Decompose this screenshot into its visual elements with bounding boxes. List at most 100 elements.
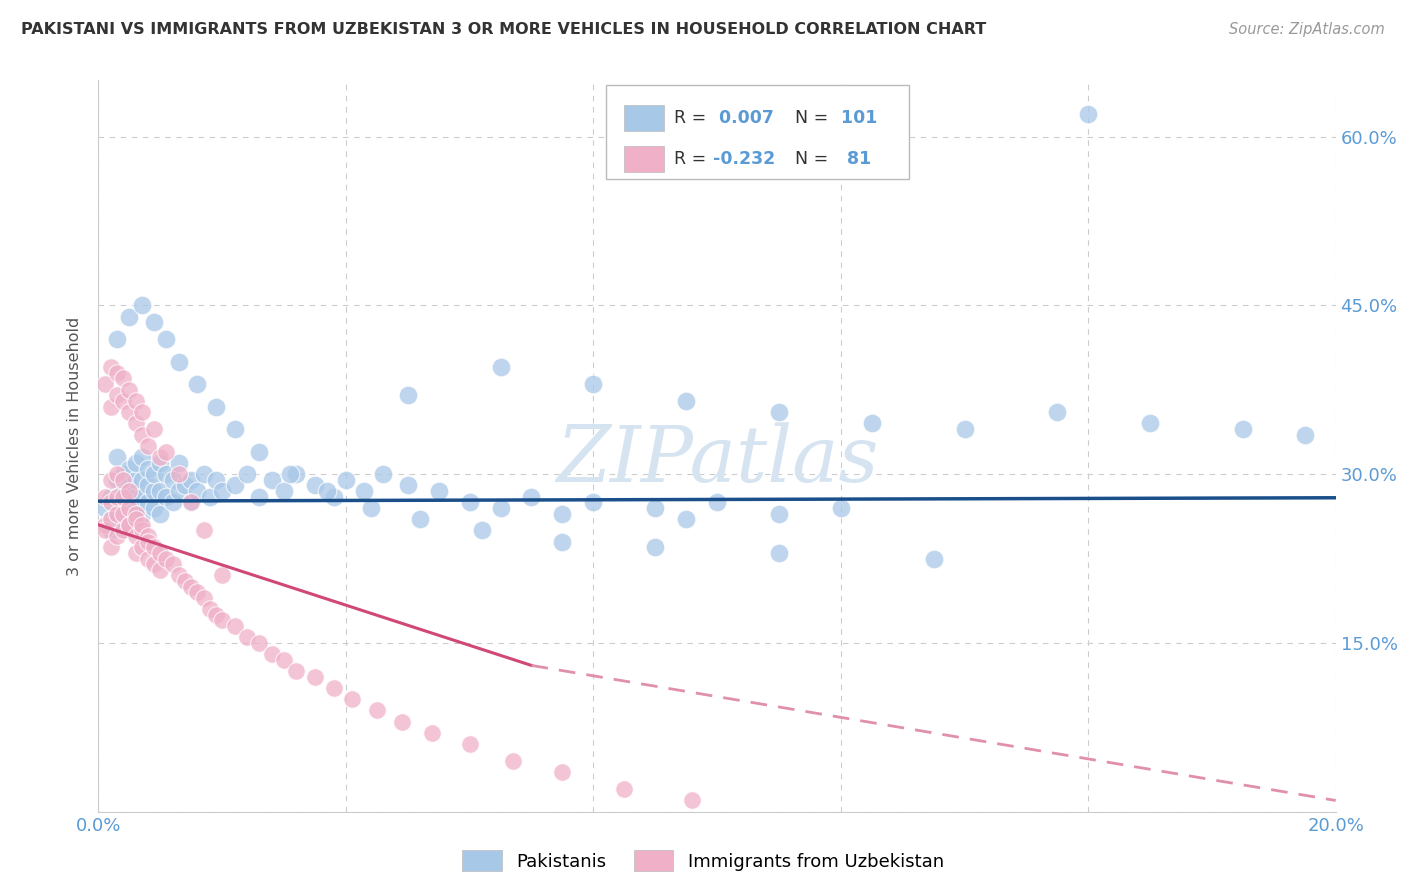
- Point: [136, 529, 159, 543]
- Point: [131, 507, 153, 521]
- Point: [155, 467, 177, 482]
- Point: [131, 517, 153, 532]
- Point: [180, 495, 202, 509]
- Point: [371, 467, 394, 482]
- Point: [124, 490, 146, 504]
- Point: [273, 483, 295, 498]
- Point: [131, 427, 153, 442]
- Point: [211, 568, 233, 582]
- Point: [675, 512, 697, 526]
- Point: [247, 490, 270, 504]
- Point: [105, 507, 128, 521]
- Point: [174, 574, 197, 588]
- Point: [118, 512, 141, 526]
- Point: [124, 473, 146, 487]
- Point: [155, 332, 177, 346]
- Point: [502, 754, 524, 768]
- Point: [105, 473, 128, 487]
- Point: [124, 417, 146, 431]
- Y-axis label: 3 or more Vehicles in Household: 3 or more Vehicles in Household: [67, 317, 83, 575]
- Point: [136, 534, 159, 549]
- Point: [118, 461, 141, 475]
- Point: [100, 495, 122, 509]
- Point: [93, 524, 115, 538]
- Point: [100, 490, 122, 504]
- Point: [205, 607, 228, 622]
- Point: [193, 591, 215, 605]
- Point: [124, 456, 146, 470]
- Point: [162, 473, 184, 487]
- Point: [353, 483, 375, 498]
- Point: [180, 580, 202, 594]
- Point: [124, 500, 146, 515]
- Point: [193, 467, 215, 482]
- Point: [149, 546, 172, 560]
- Point: [582, 495, 605, 509]
- Point: [118, 517, 141, 532]
- Point: [118, 500, 141, 515]
- Point: [551, 507, 574, 521]
- Point: [118, 383, 141, 397]
- Point: [205, 400, 228, 414]
- Point: [1232, 422, 1254, 436]
- Point: [93, 517, 115, 532]
- Point: [186, 377, 208, 392]
- Point: [458, 495, 481, 509]
- Point: [105, 490, 128, 504]
- Point: [112, 517, 135, 532]
- Point: [136, 439, 159, 453]
- Point: [112, 490, 135, 504]
- Point: [193, 524, 215, 538]
- Point: [124, 546, 146, 560]
- Point: [131, 541, 153, 555]
- Text: R =: R =: [673, 110, 706, 128]
- Point: [162, 495, 184, 509]
- Point: [681, 793, 703, 807]
- Point: [304, 670, 326, 684]
- Point: [198, 602, 221, 616]
- Point: [278, 467, 301, 482]
- Point: [93, 377, 115, 392]
- Point: [100, 473, 122, 487]
- Point: [105, 366, 128, 380]
- Point: [136, 495, 159, 509]
- Point: [100, 541, 122, 555]
- Point: [260, 473, 283, 487]
- Point: [118, 478, 141, 492]
- Point: [136, 551, 159, 566]
- Point: [155, 551, 177, 566]
- Text: 81: 81: [835, 150, 870, 169]
- Point: [124, 394, 146, 409]
- Point: [93, 500, 115, 515]
- Point: [174, 478, 197, 492]
- Point: [155, 490, 177, 504]
- Text: 101: 101: [835, 110, 877, 128]
- Point: [124, 529, 146, 543]
- Point: [105, 467, 128, 482]
- Point: [366, 703, 388, 717]
- Point: [236, 467, 259, 482]
- Point: [118, 310, 141, 324]
- Point: [247, 636, 270, 650]
- Point: [224, 478, 246, 492]
- Point: [427, 483, 450, 498]
- Point: [198, 490, 221, 504]
- Point: [1077, 107, 1099, 121]
- Point: [155, 444, 177, 458]
- Point: [285, 664, 308, 678]
- Point: [149, 563, 172, 577]
- Point: [93, 490, 115, 504]
- Point: [180, 495, 202, 509]
- Point: [1139, 417, 1161, 431]
- Point: [105, 332, 128, 346]
- Point: [167, 483, 190, 498]
- Point: [105, 388, 128, 402]
- Point: [143, 500, 166, 515]
- Point: [860, 417, 883, 431]
- Point: [143, 422, 166, 436]
- Point: [118, 517, 141, 532]
- Point: [131, 405, 153, 419]
- Point: [112, 394, 135, 409]
- Point: [136, 478, 159, 492]
- Point: [396, 388, 419, 402]
